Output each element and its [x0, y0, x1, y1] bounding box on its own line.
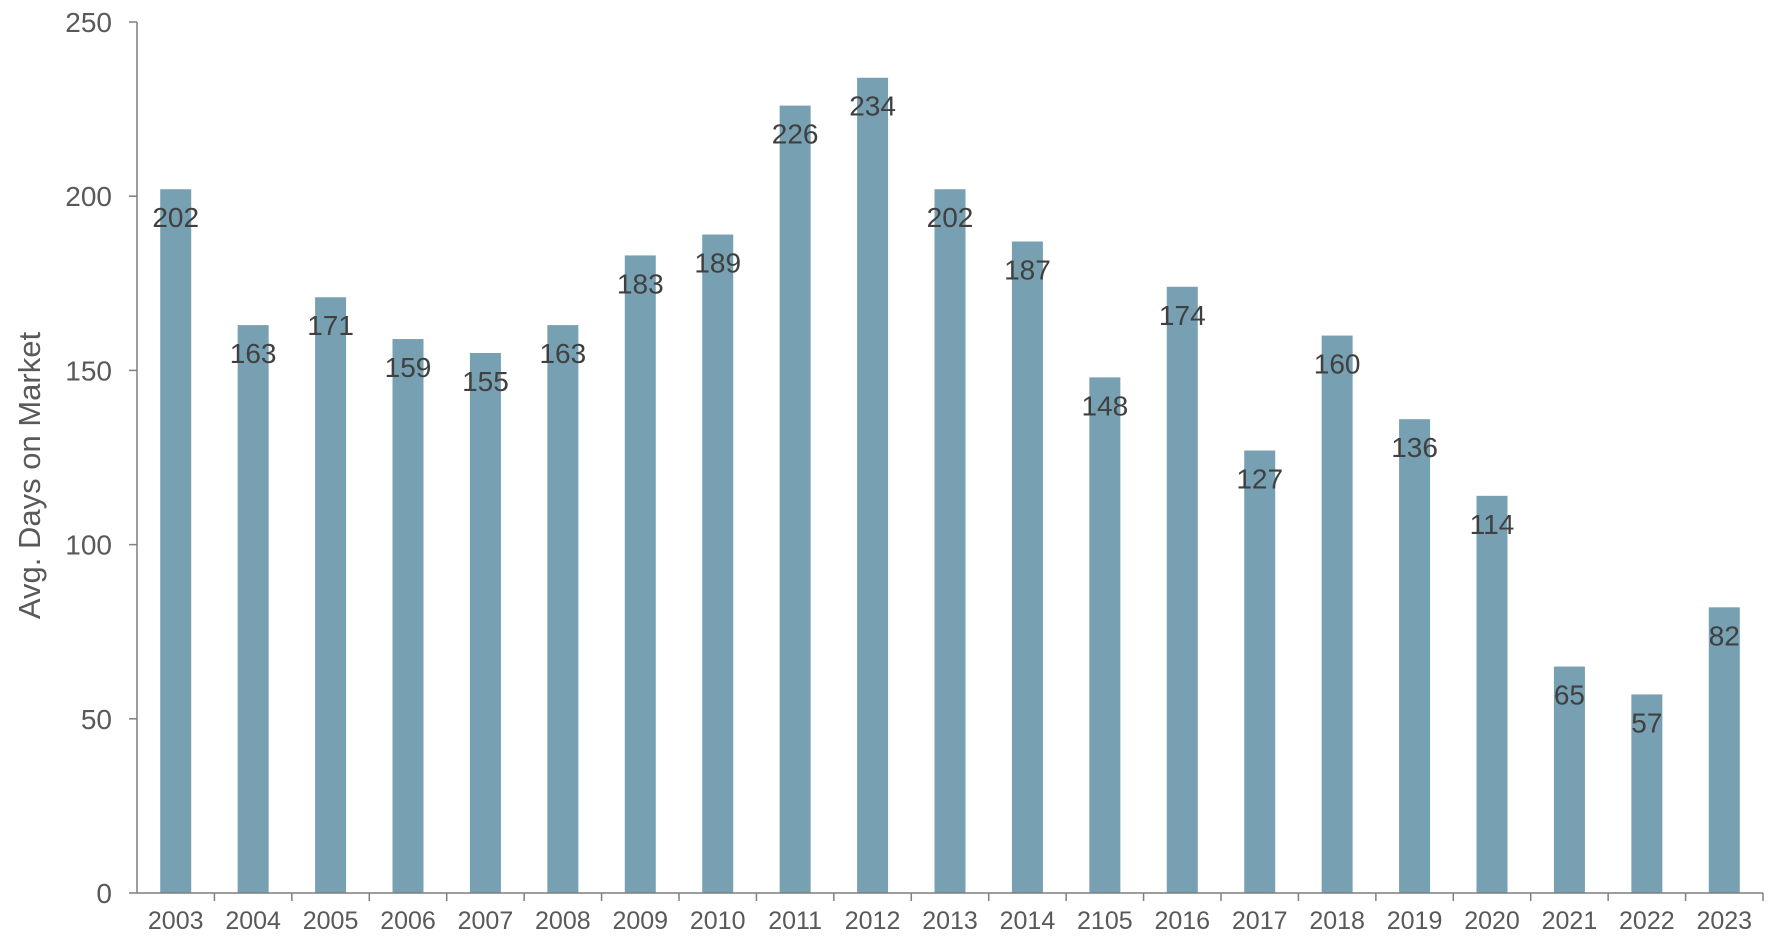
y-tick-label: 200 — [65, 181, 112, 212]
y-axis-ticks: 0 50 100 150 200 250 — [65, 7, 137, 909]
bar-2013 — [934, 189, 966, 893]
data-label-2017: 127 — [1236, 464, 1283, 495]
x-tick-label-2020: 2020 — [1464, 907, 1520, 935]
x-tick-label-2008: 2008 — [535, 907, 591, 935]
data-label-2008: 163 — [539, 338, 586, 369]
data-label-2011: 226 — [772, 119, 819, 150]
x-axis-ticks: 2003 2004 2005 2006 2007 2008 2009 2010 2011 2012… — [148, 893, 1764, 935]
data-label-2014: 187 — [1004, 254, 1051, 285]
y-axis-title: Avg. Days on Market — [12, 332, 47, 620]
bar-2006 — [392, 339, 424, 893]
y-tick-label: 50 — [81, 704, 112, 735]
bar-2021 — [1553, 666, 1585, 893]
y-tick-label: 250 — [65, 7, 112, 38]
data-label-2003: 202 — [152, 202, 199, 233]
bar-2008 — [547, 325, 579, 893]
x-tick-label-2003: 2003 — [148, 907, 204, 935]
bar-2010 — [702, 234, 734, 894]
data-label-2018: 160 — [1314, 349, 1361, 380]
bar-2023 — [1708, 607, 1740, 893]
x-tick-label-2021: 2021 — [1542, 907, 1598, 935]
x-tick-label-2007: 2007 — [458, 907, 514, 935]
x-tick-label-2011: 2011 — [768, 907, 822, 935]
x-tick-label-2009: 2009 — [612, 907, 668, 935]
x-tick-label-2016: 2016 — [1154, 907, 1210, 935]
bar-2011 — [779, 105, 811, 894]
bar-2009 — [624, 255, 656, 894]
bar-2017 — [1244, 450, 1276, 893]
data-label-2004: 163 — [230, 338, 277, 369]
bar-2105 — [1089, 377, 1121, 893]
bar-2012 — [857, 77, 889, 893]
y-tick-label: 0 — [96, 878, 112, 909]
x-tick-label-2005: 2005 — [303, 907, 359, 935]
y-tick-label: 100 — [65, 530, 112, 561]
x-tick-label-2004: 2004 — [225, 907, 281, 935]
x-tick-label-2014: 2014 — [1000, 907, 1056, 935]
bar-2016 — [1166, 286, 1198, 893]
bar-2019 — [1399, 419, 1431, 893]
bar-2004 — [237, 325, 269, 893]
data-label-2019: 136 — [1391, 432, 1438, 463]
bar-2020 — [1476, 495, 1508, 893]
bar-2005 — [315, 297, 347, 894]
bar-2014 — [1011, 241, 1043, 893]
x-tick-label-2018: 2018 — [1309, 907, 1365, 935]
data-label-2007: 155 — [462, 366, 509, 397]
data-label-2009: 183 — [617, 268, 664, 299]
x-tick-label-2019: 2019 — [1387, 907, 1443, 935]
bar-2022 — [1631, 694, 1663, 893]
bar-2003 — [160, 189, 192, 893]
data-label-2020: 114 — [1470, 509, 1515, 540]
data-label-2105: 148 — [1081, 390, 1128, 421]
y-tick-label: 150 — [65, 355, 112, 386]
data-label-2016: 174 — [1159, 300, 1206, 331]
x-tick-label-2017: 2017 — [1232, 907, 1288, 935]
data-label-2023: 82 — [1709, 620, 1740, 651]
bar-2018 — [1321, 335, 1353, 893]
bar-2007 — [469, 352, 501, 894]
x-tick-label-2013: 2013 — [922, 907, 978, 935]
x-tick-label-2022: 2022 — [1619, 907, 1675, 935]
x-tick-label-2006: 2006 — [380, 907, 436, 935]
data-label-2005: 171 — [307, 310, 354, 341]
x-tick-label-2105: 2105 — [1077, 907, 1133, 935]
data-label-2010: 189 — [694, 248, 741, 279]
bars-group — [160, 77, 1740, 894]
x-tick-label-2023: 2023 — [1696, 907, 1752, 935]
data-label-2013: 202 — [927, 202, 974, 233]
data-labels-group: 202 163 171 159 155 163 183 189 226 234 202 187 148 1… — [152, 91, 1740, 739]
x-tick-label-2010: 2010 — [690, 907, 746, 935]
x-tick-label-2012: 2012 — [845, 907, 901, 935]
data-label-2012: 234 — [849, 91, 896, 122]
data-label-2021: 65 — [1554, 680, 1585, 711]
data-label-2022: 57 — [1631, 707, 1662, 738]
data-label-2006: 159 — [385, 352, 432, 383]
